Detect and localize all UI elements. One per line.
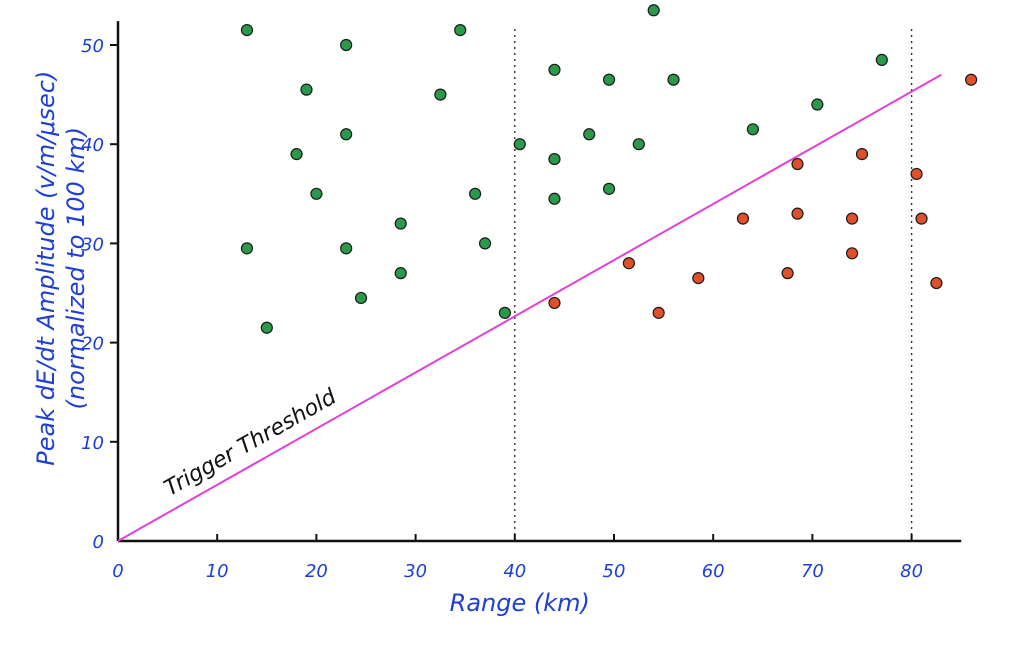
y-tick-label: 30 (81, 234, 104, 255)
data-point (394, 267, 407, 280)
data-point (930, 276, 943, 290)
x-tick-label: 80 (900, 561, 923, 582)
data-point (602, 182, 616, 195)
y-ticks: 0 10 20 30 40 50 (81, 36, 118, 553)
x-tick-label: 60 (702, 561, 725, 582)
data-point (478, 237, 492, 250)
x-tick-label: 30 (404, 561, 427, 582)
data-point (736, 212, 750, 225)
data-point (513, 138, 526, 151)
trigger-threshold-label: Trigger Threshold (160, 384, 341, 502)
data-point (652, 306, 665, 319)
x-tick-label: 50 (603, 561, 626, 582)
data-point (454, 24, 467, 37)
data-point (811, 98, 824, 111)
y-tick-label: 0 (93, 532, 104, 553)
data-point (692, 272, 705, 285)
data-point (845, 212, 859, 225)
data-point (791, 207, 804, 220)
data-point (394, 217, 407, 230)
data-point (548, 152, 561, 166)
data-point (240, 24, 254, 37)
y-axis-subtitle: (normalized to 100 km) (62, 127, 90, 410)
data-point (746, 123, 759, 136)
data-point (845, 247, 859, 260)
y-tick-label: 10 (81, 433, 104, 454)
trigger-threshold-line (117, 73, 942, 542)
x-axis-title: Range (km) (450, 589, 590, 617)
data-point (915, 212, 928, 225)
x-tick-label: 40 (503, 561, 526, 582)
x-ticks: 0 10 20 30 40 50 60 70 80 (112, 534, 923, 582)
data-point (602, 73, 616, 86)
data-point (548, 192, 561, 205)
data-point (340, 242, 353, 255)
reference-lines (514, 25, 913, 541)
data-point (667, 73, 680, 86)
data-point (622, 257, 635, 270)
data-point (583, 128, 596, 141)
data-point (791, 157, 804, 171)
data-point (910, 167, 923, 181)
data-point (498, 306, 511, 319)
y-axis-title: Peak dE/dt Amplitude (v/m/μsec) (32, 71, 60, 466)
y-tick-label: 20 (81, 334, 104, 355)
y-tick-label: 50 (81, 36, 104, 57)
y-tick-label: 40 (81, 135, 104, 156)
data-point (240, 242, 254, 255)
data-point (340, 38, 353, 52)
data-point (310, 187, 323, 200)
x-tick-label: 0 (112, 561, 123, 582)
data-point (260, 321, 273, 334)
x-tick-label: 70 (801, 561, 824, 582)
data-point (855, 148, 869, 161)
data-point (548, 63, 561, 76)
data-point (875, 53, 888, 66)
data-points (240, 4, 978, 334)
data-point (354, 291, 368, 305)
data-point (434, 88, 447, 101)
data-point (300, 83, 313, 96)
data-point (781, 267, 794, 280)
x-tick-label: 20 (305, 561, 328, 582)
data-point (548, 296, 561, 310)
data-point (340, 128, 353, 141)
data-point (290, 148, 303, 161)
data-point (469, 187, 482, 200)
data-point (632, 138, 645, 151)
x-tick-label: 10 (206, 561, 229, 582)
data-point (965, 73, 978, 86)
data-point (647, 4, 660, 17)
